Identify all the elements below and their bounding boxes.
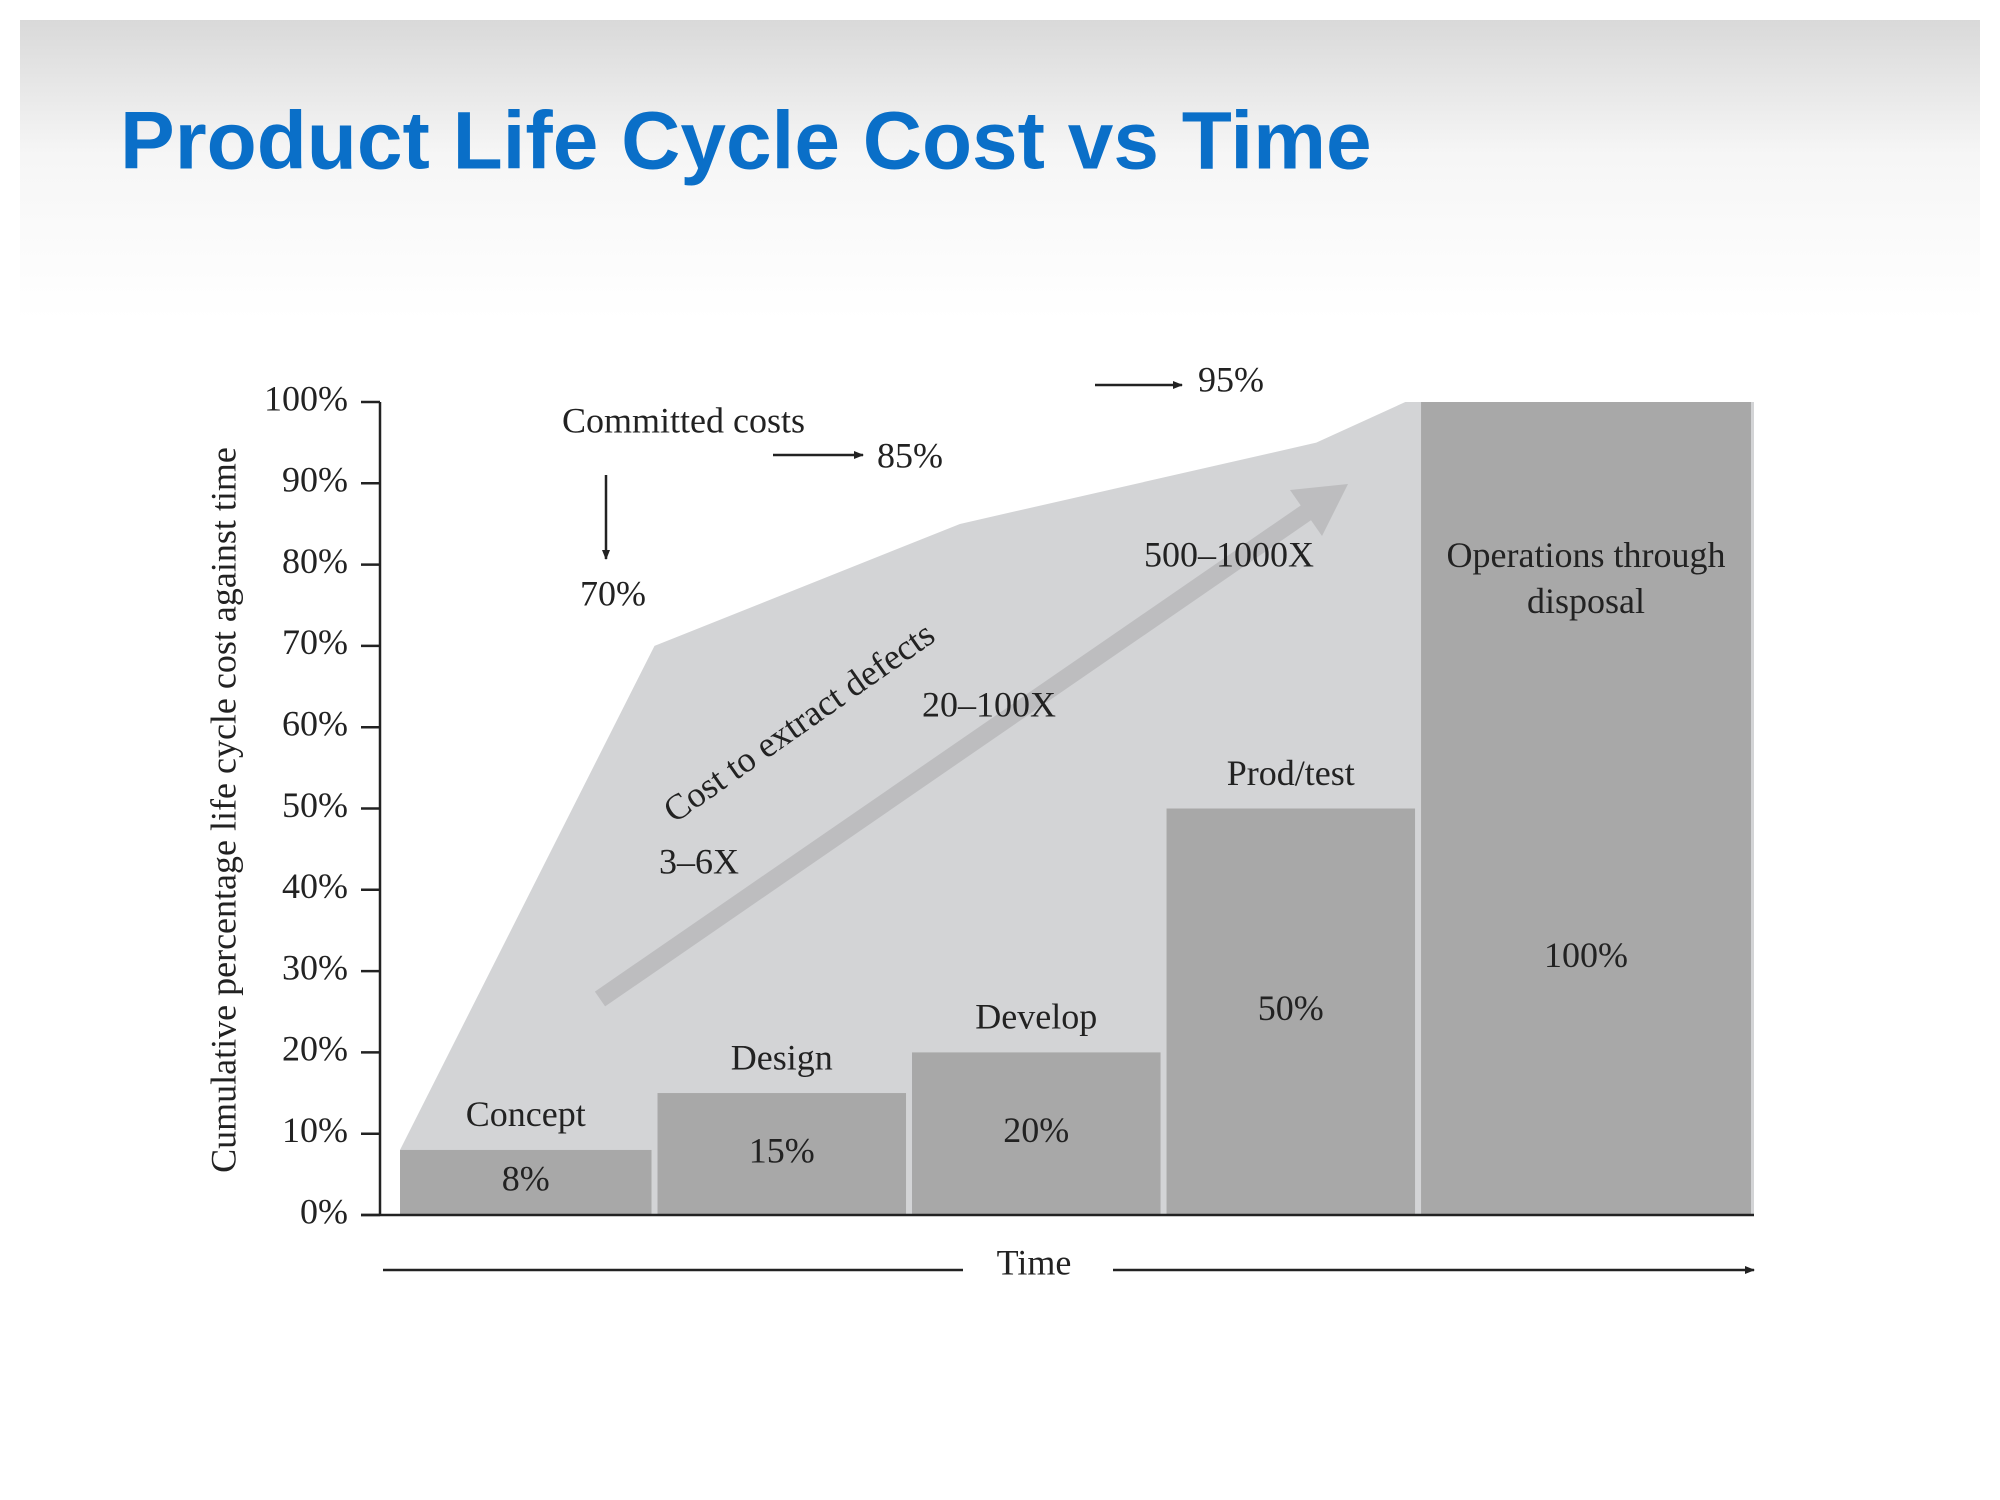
bar-value-label: 15% bbox=[749, 1130, 815, 1170]
category-text: Operations through disposal bbox=[1446, 535, 1726, 621]
y-axis-title: Cumulative percentage life cycle cost ag… bbox=[203, 447, 243, 1173]
y-tick-label: 30% bbox=[282, 947, 348, 987]
y-tick-label: 50% bbox=[282, 785, 348, 825]
bar-category-label: Prod/test bbox=[1227, 753, 1355, 793]
y-tick-label: 100% bbox=[264, 378, 348, 418]
defects-arrow-head bbox=[1290, 484, 1348, 536]
bar-value-label: 100% bbox=[1544, 935, 1628, 975]
y-tick-label: 10% bbox=[282, 1110, 348, 1150]
committed-label: 70% bbox=[580, 573, 646, 613]
bar-category-label: Design bbox=[731, 1037, 833, 1077]
y-tick-label: 90% bbox=[282, 460, 348, 500]
committed-label: 95% bbox=[1198, 359, 1264, 399]
bar bbox=[912, 1052, 1161, 1215]
bar-category-label: Develop bbox=[975, 997, 1097, 1037]
bar-value-label: 50% bbox=[1258, 988, 1324, 1028]
bar-value-label: 8% bbox=[502, 1159, 550, 1199]
defects-multiplier: 20–100X bbox=[922, 684, 1056, 724]
defects-multiplier: 3–6X bbox=[659, 841, 739, 881]
y-tick-label: 40% bbox=[282, 866, 348, 906]
y-tick-label: 70% bbox=[282, 622, 348, 662]
committed-title: Committed costs bbox=[562, 400, 805, 440]
y-tick-label: 0% bbox=[300, 1191, 348, 1231]
y-tick-label: 80% bbox=[282, 541, 348, 581]
bar bbox=[657, 1093, 907, 1215]
committed-area bbox=[400, 402, 1754, 1215]
slide-title: Product Life Cycle Cost vs Time bbox=[120, 96, 1372, 187]
committed-label: 85% bbox=[877, 435, 943, 475]
defects-arrow-shaft bbox=[594, 502, 1316, 1007]
y-tick-label: 60% bbox=[282, 703, 348, 743]
bar-category-label: Operations through disposal bbox=[1446, 535, 1726, 621]
bar bbox=[1166, 808, 1416, 1215]
header-band bbox=[20, 20, 1980, 320]
x-axis-title: Time bbox=[997, 1242, 1072, 1282]
bar bbox=[400, 1149, 652, 1215]
bar bbox=[1421, 402, 1751, 1215]
defects-multiplier: 500–1000X bbox=[1144, 534, 1314, 574]
bar-value-label: 20% bbox=[1003, 1110, 1069, 1150]
bar-category-label: Concept bbox=[466, 1094, 586, 1134]
y-tick-label: 20% bbox=[282, 1029, 348, 1069]
